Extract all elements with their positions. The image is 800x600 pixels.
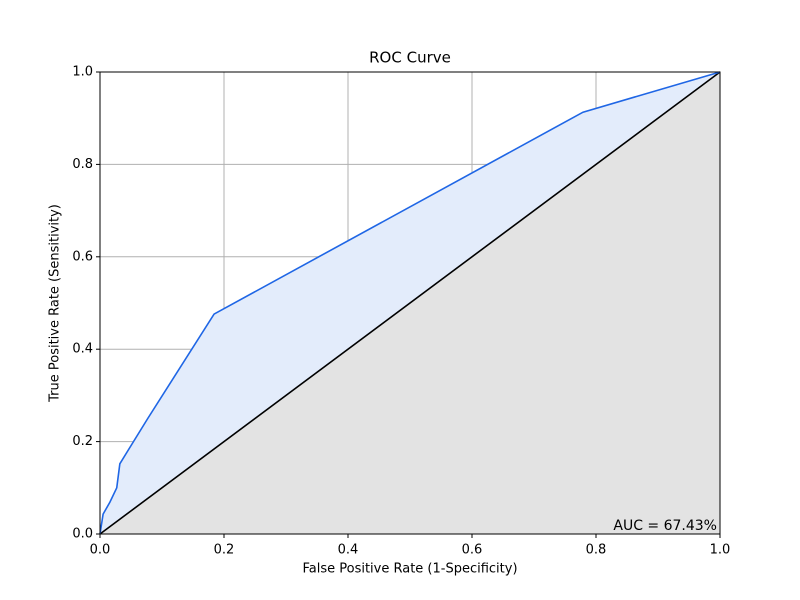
y-tick-label: 1.0 (72, 65, 93, 80)
y-tick-label: 0.0 (72, 527, 93, 542)
plot-frame (99, 71, 721, 535)
y-tick-label: 0.6 (72, 249, 93, 264)
x-tick-label: 1.0 (710, 543, 731, 558)
roc-curve (99, 71, 721, 535)
y-tick-label: 0.8 (72, 157, 93, 172)
x-tick-label: 0.4 (338, 543, 359, 558)
x-axis-label: False Positive Rate (1-Specificity) (302, 562, 517, 577)
x-tick-label: 0.6 (462, 543, 483, 558)
y-tick-label: 0.4 (72, 342, 93, 357)
chart-title: ROC Curve (369, 49, 451, 67)
x-tick-label: 0.8 (586, 543, 607, 558)
x-tick-label: 0.0 (90, 543, 111, 558)
reference-line (99, 71, 721, 535)
annotation: AUC = 67.43% (613, 518, 717, 534)
x-tick-label: 0.2 (214, 543, 235, 558)
y-tick-label: 0.2 (72, 434, 93, 449)
y-axis-label: True Positive Rate (Sensitivity) (48, 204, 63, 403)
